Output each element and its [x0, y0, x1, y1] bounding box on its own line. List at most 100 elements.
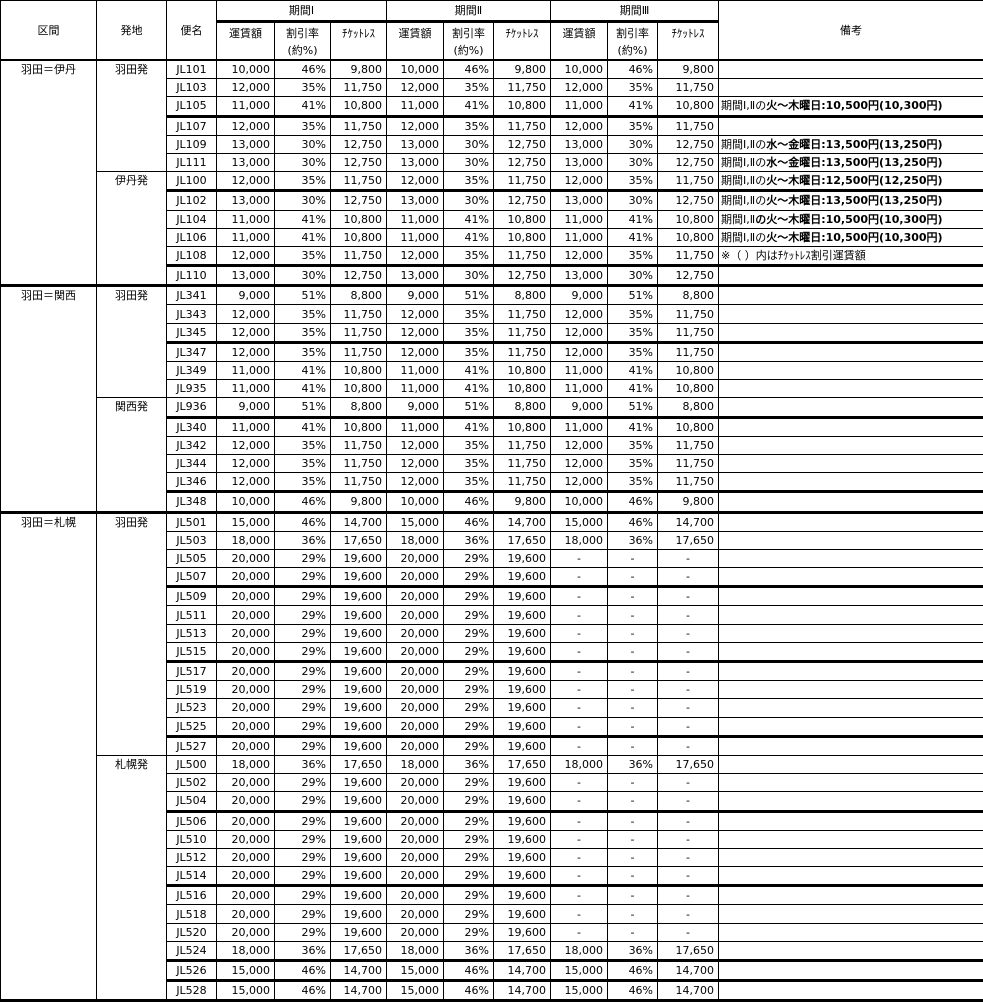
fare-cell: 8,800	[331, 286, 387, 305]
remark-cell	[719, 606, 983, 624]
fare-cell: 35%	[444, 454, 494, 472]
fare-cell: 10,800	[331, 380, 387, 398]
fare-cell: 15,000	[217, 961, 275, 981]
fare-cell: 35%	[444, 342, 494, 361]
fare-cell: 11,000	[217, 228, 275, 246]
fare-cell: -	[608, 662, 658, 681]
fare-cell: 11,000	[217, 362, 275, 380]
route-cell: 羽田＝札幌	[1, 512, 97, 1001]
fare-cell: 11,750	[658, 454, 719, 472]
fare-cell: 11,750	[494, 454, 551, 472]
fare-cell: 12,750	[331, 191, 387, 210]
fare-cell: 11,000	[387, 362, 444, 380]
flight-cell: JL524	[167, 941, 217, 960]
flight-cell: JL519	[167, 681, 217, 699]
fare-cell: 12,750	[658, 153, 719, 171]
fare-cell: 13,000	[551, 153, 608, 171]
remark-cell	[719, 587, 983, 606]
fare-cell: 8,800	[331, 398, 387, 417]
fare-cell: 36%	[608, 941, 658, 960]
fare-cell: 11,750	[658, 436, 719, 454]
fare-cell: -	[551, 736, 608, 755]
fare-cell: 10,800	[658, 417, 719, 436]
flight-cell: JL505	[167, 549, 217, 567]
remark-cell	[719, 549, 983, 567]
fare-cell: 19,600	[494, 774, 551, 792]
fare-cell: 20,000	[387, 606, 444, 624]
remark-text: 期間Ⅰ,Ⅱの	[721, 99, 766, 112]
fare-cell: 8,800	[494, 286, 551, 305]
remark-cell	[719, 717, 983, 736]
fare-cell: -	[658, 923, 719, 941]
fare-cell: 29%	[275, 923, 331, 941]
fare-cell: 19,600	[494, 848, 551, 866]
fare-cell: 11,750	[494, 342, 551, 361]
fare-cell: 19,600	[331, 662, 387, 681]
fare-cell: 29%	[444, 662, 494, 681]
fare-cell: 14,700	[331, 961, 387, 981]
fare-cell: -	[608, 568, 658, 587]
fare-cell: 12,000	[217, 342, 275, 361]
fare-cell: 20,000	[217, 549, 275, 567]
fare-cell: 35%	[444, 323, 494, 342]
fare-cell: 35%	[608, 305, 658, 323]
fare-cell: 29%	[275, 792, 331, 811]
flight-cell: JL100	[167, 172, 217, 191]
origin-cell: 羽田発	[97, 60, 167, 172]
fare-cell: 15,000	[217, 981, 275, 1001]
fare-cell: -	[551, 606, 608, 624]
fare-cell: 20,000	[217, 587, 275, 606]
fare-cell: 11,750	[658, 116, 719, 135]
fare-cell: 12,750	[494, 153, 551, 171]
remark-cell	[719, 454, 983, 472]
fare-cell: 51%	[444, 286, 494, 305]
remark-text-bold: の火～木曜日:10,500円(10,300円)	[755, 213, 942, 226]
fare-cell: 10,800	[331, 417, 387, 436]
flight-cell: JL518	[167, 905, 217, 923]
fare-cell: 11,750	[494, 79, 551, 97]
fare-cell: 20,000	[217, 606, 275, 624]
fare-cell: 12,750	[494, 191, 551, 210]
fare-cell: 29%	[444, 699, 494, 717]
fare-cell: -	[608, 923, 658, 941]
fare-cell: -	[551, 867, 608, 886]
fare-cell: 41%	[275, 417, 331, 436]
remark-text-bold: 火～木曜日:13,500円(13,250円)	[766, 194, 942, 207]
flight-cell: JL345	[167, 323, 217, 342]
fare-cell: 29%	[444, 923, 494, 941]
fare-cell: 15,000	[551, 512, 608, 531]
fare-cell: 36%	[608, 531, 658, 549]
remark-cell	[719, 342, 983, 361]
fare-cell: 18,000	[551, 531, 608, 549]
fare-cell: -	[608, 867, 658, 886]
fare-cell: 35%	[275, 454, 331, 472]
fare-cell: 51%	[608, 398, 658, 417]
fare-cell: -	[551, 549, 608, 567]
fare-cell: -	[551, 717, 608, 736]
fare-cell: 35%	[275, 116, 331, 135]
fare-cell: 36%	[444, 755, 494, 773]
fare-cell: 12,000	[217, 116, 275, 135]
fare-cell: -	[551, 811, 608, 830]
fare-cell: 20,000	[387, 923, 444, 941]
fare-cell: 9,000	[217, 286, 275, 305]
fare-cell: 41%	[444, 97, 494, 116]
fare-cell: 29%	[275, 736, 331, 755]
fare-cell: 19,600	[494, 681, 551, 699]
remark-cell	[719, 323, 983, 342]
subcol-discount-line1: 割引率	[275, 25, 330, 42]
subcol-discount-3: 割引率(約%)	[608, 22, 658, 61]
fare-cell: -	[658, 624, 719, 642]
fare-cell: 29%	[275, 886, 331, 905]
subcol-discount-line2: (約%)	[444, 42, 493, 59]
subcol-fare-2: 運賃額	[387, 22, 444, 61]
fare-cell: 29%	[444, 606, 494, 624]
fare-cell: 19,600	[494, 549, 551, 567]
fare-cell: 29%	[444, 848, 494, 866]
fare-cell: 46%	[444, 60, 494, 79]
fare-cell: 41%	[608, 362, 658, 380]
fare-cell: 20,000	[387, 792, 444, 811]
fare-cell: 19,600	[331, 624, 387, 642]
fare-cell: -	[551, 774, 608, 792]
